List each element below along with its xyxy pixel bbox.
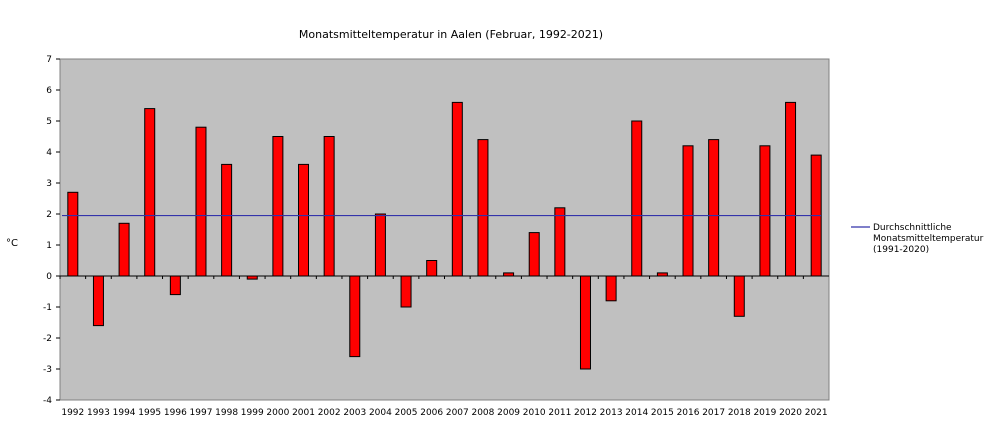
bar-2009 [503,272,515,277]
y-tick-label: -2 [43,334,52,344]
y-tick-label: 6 [46,86,52,96]
bar-2014 [631,120,643,277]
bar-2020 [785,101,797,277]
bar-2005 [400,275,412,308]
x-tick-label: 2017 [702,408,725,418]
x-tick-label: 2013 [600,408,623,418]
y-tick-label: -4 [43,396,52,406]
bar-2000 [272,136,284,277]
x-tick-label: 2011 [548,408,571,418]
bar-2004 [374,213,386,277]
x-tick-label: 1997 [190,408,213,418]
bar-1995 [144,108,156,277]
bar-2003 [349,275,361,358]
bar-2019 [759,145,771,277]
bar-2008 [477,139,489,277]
x-tick-label: 1994 [113,408,136,418]
bar-2002 [323,136,335,277]
y-tick-label: 2 [46,210,52,220]
bars [67,101,822,370]
bar-1999 [246,275,258,280]
legend-label-line: (1991-2020) [873,245,929,255]
x-tick-label: 2021 [805,408,828,418]
bar-2006 [426,260,438,277]
x-tick-label: 2003 [343,408,366,418]
x-tick-label: 2004 [369,408,392,418]
x-tick-label: 1992 [61,408,84,418]
bar-2015 [656,272,668,277]
bar-1998 [221,163,233,277]
x-tick-label: 2019 [753,408,776,418]
x-tick-label: 2008 [471,408,494,418]
y-tick-label: 0 [46,272,52,282]
bar-1994 [118,222,130,277]
bar-2013 [605,275,617,302]
chart-title: Monatsmitteltemperatur in Aalen (Februar… [299,28,603,41]
x-tick-label: 2010 [523,408,546,418]
x-tick-label: 2000 [266,408,289,418]
y-tick-label: 1 [46,241,52,251]
x-tick-label: 2009 [497,408,520,418]
y-tick-label: -3 [43,365,52,375]
y-tick-label: 3 [46,179,52,189]
y-axis-label: °C [6,238,18,249]
bar-1996 [169,275,181,296]
x-tick-label: 1993 [87,408,110,418]
x-tick-label: 2001 [292,408,315,418]
x-tick-label: 1999 [241,408,264,418]
y-tick-label: 5 [46,117,52,127]
x-tick-label: 2005 [395,408,418,418]
legend: DurchschnittlicheMonatsmitteltemperatur(… [851,223,984,255]
bar-2016 [682,145,694,277]
x-tick-label: 2012 [574,408,597,418]
bar-1997 [195,126,207,277]
bar-2007 [451,101,463,277]
bar-2018 [733,275,745,317]
x-tick-label: 2006 [420,408,443,418]
x-tick-label: 2002 [318,408,341,418]
x-tick-label: 2014 [625,408,648,418]
legend-label-line: Monatsmitteltemperatur [873,234,984,244]
bar-2012 [579,275,591,370]
y-tick-label: 7 [46,55,52,65]
x-axis: 1992 1993 1994 1995 1996 1997 1998 1999 2000 2001… [59,276,828,418]
bar-1993 [92,275,104,327]
x-tick-label: 1998 [215,408,238,418]
x-tick-label: 2016 [677,408,700,418]
x-tick-label: 2018 [728,408,751,418]
bar-2011 [554,207,566,277]
y-tick-label: 4 [46,148,52,158]
y-tick-label: -1 [43,303,52,313]
bar-2001 [298,163,310,277]
x-tick-label: 1995 [138,408,161,418]
x-tick-label: 2015 [651,408,674,418]
plot-area [59,58,830,401]
x-tick-label: 1996 [164,408,187,418]
x-tick-label: 2020 [779,408,802,418]
x-tick-label: 2007 [446,408,469,418]
bar-2017 [708,139,720,277]
legend-label-line: Durchschnittliche [873,223,952,233]
bar-2010 [528,232,540,277]
bar-1992 [67,191,79,277]
